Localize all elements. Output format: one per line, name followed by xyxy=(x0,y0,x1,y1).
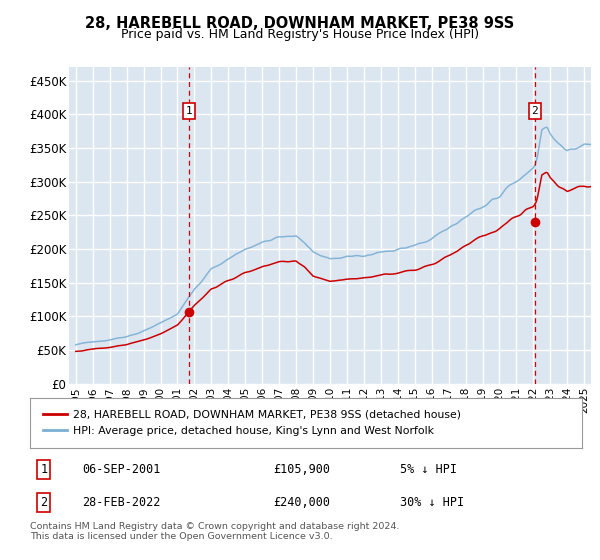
Text: 28, HAREBELL ROAD, DOWNHAM MARKET, PE38 9SS: 28, HAREBELL ROAD, DOWNHAM MARKET, PE38 … xyxy=(85,16,515,31)
Text: 2: 2 xyxy=(40,496,47,509)
Text: £105,900: £105,900 xyxy=(273,463,330,475)
Text: £240,000: £240,000 xyxy=(273,496,330,509)
Text: Contains HM Land Registry data © Crown copyright and database right 2024.
This d: Contains HM Land Registry data © Crown c… xyxy=(30,522,400,542)
Text: 1: 1 xyxy=(40,463,47,475)
Text: 06-SEP-2001: 06-SEP-2001 xyxy=(82,463,161,475)
Text: 1: 1 xyxy=(185,106,192,116)
Text: Price paid vs. HM Land Registry's House Price Index (HPI): Price paid vs. HM Land Registry's House … xyxy=(121,28,479,41)
Text: 30% ↓ HPI: 30% ↓ HPI xyxy=(400,496,464,509)
Text: 5% ↓ HPI: 5% ↓ HPI xyxy=(400,463,457,475)
Legend: 28, HAREBELL ROAD, DOWNHAM MARKET, PE38 9SS (detached house), HPI: Average price: 28, HAREBELL ROAD, DOWNHAM MARKET, PE38 … xyxy=(41,408,464,438)
Text: 2: 2 xyxy=(532,106,538,116)
Text: 28-FEB-2022: 28-FEB-2022 xyxy=(82,496,161,509)
